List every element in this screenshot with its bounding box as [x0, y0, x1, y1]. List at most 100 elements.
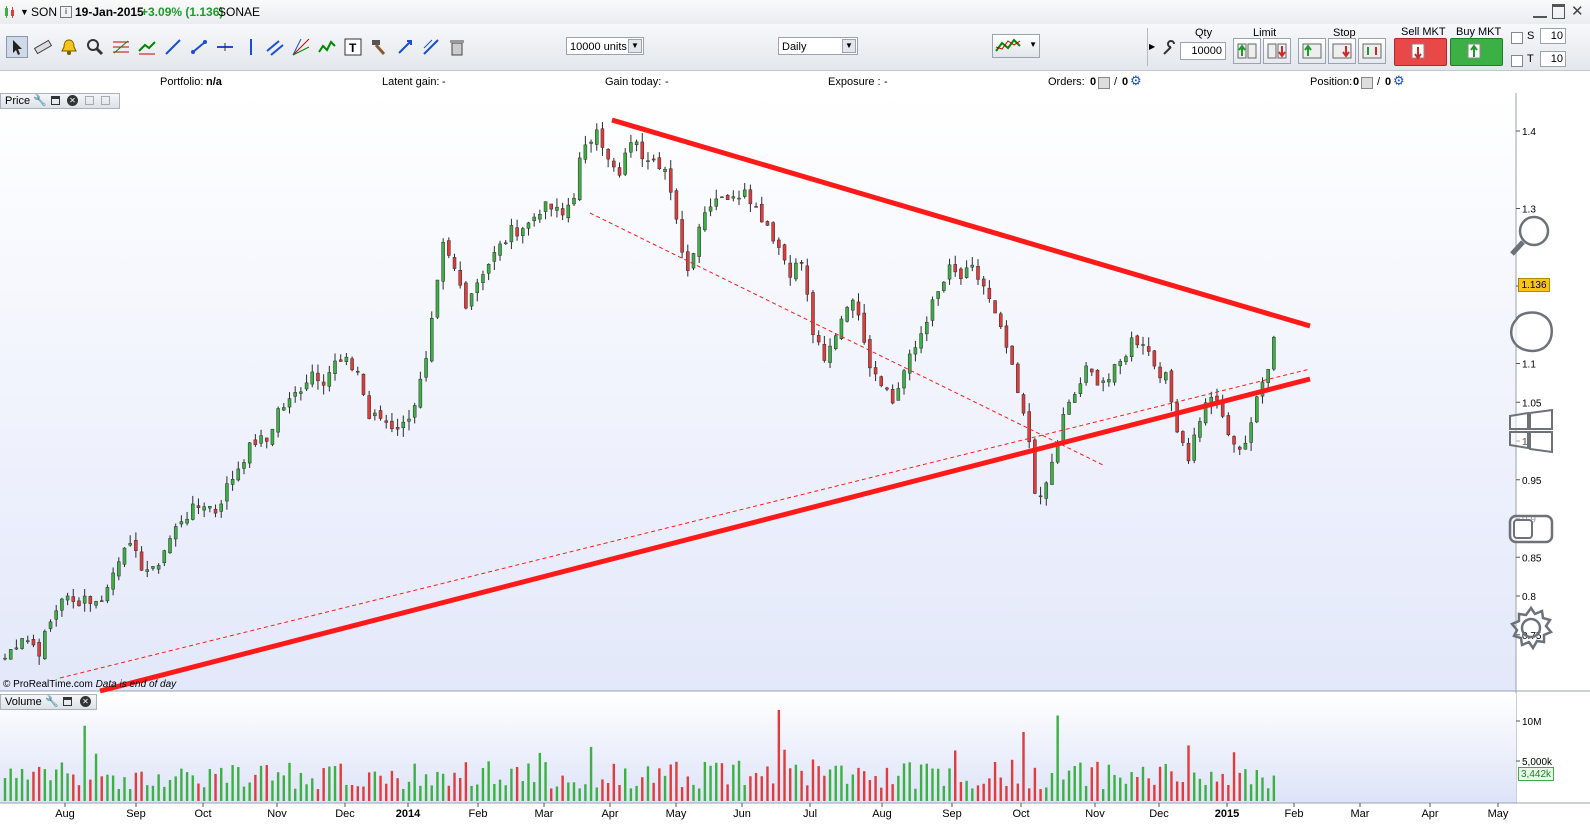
- close-icon[interactable]: ✕: [1571, 3, 1584, 20]
- buy-market-button[interactable]: [1450, 38, 1503, 66]
- toggle-overlay-icon[interactable]: [1508, 510, 1554, 548]
- candle-body: [925, 322, 929, 335]
- settings-gear-icon[interactable]: [1508, 605, 1554, 651]
- alert-tool-button[interactable]: [58, 36, 80, 58]
- resistance-trendline[interactable]: [611, 117, 1311, 329]
- orders-sep: /: [1114, 76, 1118, 88]
- info-icon[interactable]: i: [60, 6, 72, 18]
- stop-both-button[interactable]: [1358, 38, 1386, 64]
- sell-mkt-label: Sell MKT: [1401, 26, 1446, 38]
- s-checkbox[interactable]: [1511, 32, 1523, 44]
- support-dashed-line[interactable]: [59, 368, 1311, 679]
- volume-bar: [749, 776, 752, 801]
- order-settings-button[interactable]: [1158, 38, 1180, 60]
- maximize-panel-icon[interactable]: [51, 96, 60, 105]
- limit-sell-button[interactable]: [1263, 38, 1291, 64]
- ruler-tool-button[interactable]: [32, 36, 54, 58]
- segment-tool-button[interactable]: [188, 36, 210, 58]
- windows-overlay-icon[interactable]: [1508, 408, 1554, 454]
- volume-bar: [1147, 778, 1150, 801]
- pointer-tool-button[interactable]: [6, 36, 28, 58]
- trendline-tool-button[interactable]: [162, 36, 184, 58]
- candle-body: [20, 638, 24, 649]
- orders-list-icon[interactable]: [1098, 77, 1110, 89]
- volume-bar: [1084, 785, 1088, 801]
- parallel-tool-button[interactable]: [264, 36, 286, 58]
- qty-input[interactable]: 10000: [1180, 42, 1226, 60]
- candle-body: [1021, 394, 1026, 414]
- channel-tool-button[interactable]: [136, 36, 158, 58]
- period-select[interactable]: Daily ▼: [778, 37, 858, 55]
- chevron-down-icon[interactable]: ▼: [842, 39, 856, 53]
- volume-bar: [902, 763, 906, 801]
- stop-buy-button[interactable]: [1298, 38, 1326, 64]
- zoom-tool-button[interactable]: [84, 36, 106, 58]
- limit-buy-button[interactable]: [1233, 38, 1261, 64]
- channel-dashed-line[interactable]: [589, 212, 1106, 467]
- candlestick-series: [3, 122, 1276, 665]
- vertical-line-tool-button[interactable]: [240, 36, 262, 58]
- price-tick-label: 0.95: [1522, 476, 1542, 487]
- horizontal-line-tool-button[interactable]: [214, 36, 236, 58]
- stop-sell-button[interactable]: [1328, 38, 1356, 64]
- candle-body: [782, 244, 787, 261]
- volume-bar: [1193, 772, 1196, 801]
- globe-overlay-icon[interactable]: [1506, 308, 1556, 354]
- candle-body: [714, 198, 718, 207]
- chart-canvas[interactable]: 1.41.31.21.11.0510.950.90.850.80.7510M5,…: [0, 93, 1590, 834]
- candle-body: [936, 291, 940, 299]
- tools-button[interactable]: [368, 36, 390, 58]
- wrench-icon[interactable]: 🔧: [33, 95, 47, 107]
- move-down-icon[interactable]: [101, 96, 110, 105]
- chevron-down-icon[interactable]: ▼: [20, 7, 29, 17]
- price-plot-area[interactable]: [0, 93, 1516, 691]
- collapse-arrow-icon[interactable]: ▶: [1149, 42, 1156, 51]
- orders-gear-icon[interactable]: ⚙: [1130, 73, 1142, 88]
- text-tool-button[interactable]: T: [342, 36, 364, 58]
- volume-bar: [1028, 788, 1031, 801]
- candle-body: [264, 437, 269, 442]
- support-trendline[interactable]: [99, 376, 1311, 694]
- position-gear-icon[interactable]: ⚙: [1393, 73, 1405, 88]
- t-checkbox[interactable]: [1511, 55, 1523, 67]
- delete-drawings-button[interactable]: [446, 36, 468, 58]
- zoom-overlay-icon[interactable]: [1508, 212, 1556, 260]
- chevron-down-icon[interactable]: ▼: [628, 39, 642, 53]
- volume-tick-label: 5,000k: [1522, 757, 1553, 768]
- move-up-icon[interactable]: [85, 96, 94, 105]
- close-panel-icon[interactable]: ✕: [67, 95, 78, 106]
- maximize-icon[interactable]: [1552, 4, 1565, 19]
- units-select[interactable]: 10000 units ▼: [566, 37, 644, 55]
- volume-bar: [328, 766, 331, 801]
- chevron-down-icon[interactable]: ▼: [1029, 40, 1037, 49]
- volume-bar: [857, 767, 860, 801]
- sell-market-button[interactable]: [1394, 38, 1447, 66]
- candle-body: [1141, 344, 1145, 346]
- magnet-tool-button[interactable]: [394, 36, 416, 58]
- minimize-icon[interactable]: [1533, 4, 1547, 18]
- t-input[interactable]: 10: [1540, 51, 1566, 67]
- time-tick-label: Dec: [1149, 808, 1169, 820]
- candle-body: [253, 439, 258, 445]
- s-input[interactable]: 10: [1540, 28, 1566, 44]
- fib-tool-button[interactable]: [110, 36, 132, 58]
- volume-bar: [817, 766, 820, 801]
- chart-type-button[interactable]: ▼: [992, 34, 1040, 58]
- candle-body: [754, 206, 758, 208]
- candle-body: [128, 543, 132, 546]
- multi-line-tool-button[interactable]: [420, 36, 442, 58]
- pattern-tool-button[interactable]: [316, 36, 338, 58]
- trendlines[interactable]: [59, 117, 1311, 694]
- maximize-panel-icon[interactable]: [63, 697, 72, 706]
- gann-tool-button[interactable]: [290, 36, 312, 58]
- volume-bar: [1067, 770, 1071, 801]
- stop-sell-icon: [1332, 43, 1352, 59]
- position-list-icon[interactable]: [1361, 77, 1373, 89]
- candle-body: [412, 405, 417, 418]
- volume-bar: [208, 769, 212, 801]
- volume-bar: [174, 776, 177, 801]
- close-panel-icon[interactable]: ✕: [80, 696, 91, 707]
- wrench-icon[interactable]: 🔧: [45, 696, 59, 708]
- drawing-toolbar: T 10000 units ▼ Daily ▼ ▼ ▶ Qty 10000 Li…: [0, 24, 1590, 71]
- latent-gain-label: Latent gain:: [382, 76, 440, 88]
